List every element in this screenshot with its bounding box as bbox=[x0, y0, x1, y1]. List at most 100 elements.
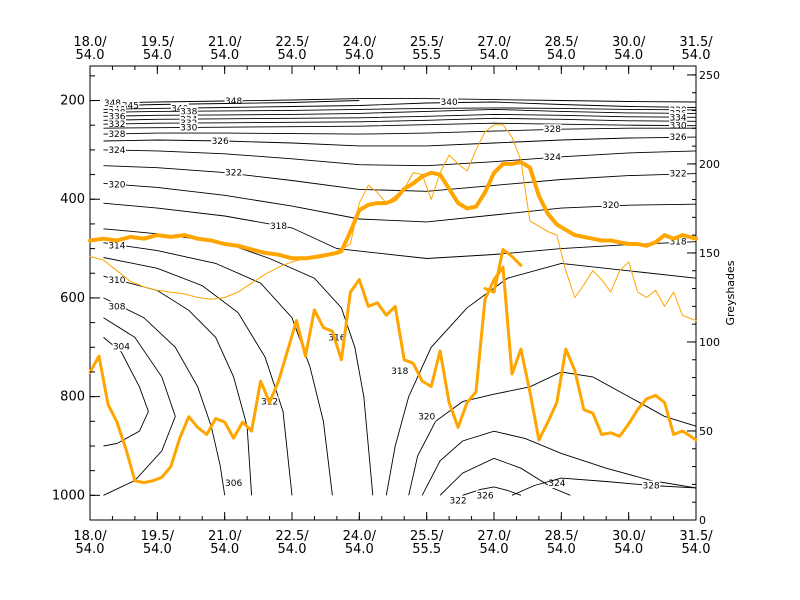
contour-line-324 bbox=[439, 457, 571, 496]
contour-label-bg bbox=[112, 341, 131, 352]
contour-label-bg bbox=[669, 132, 688, 143]
contour-label-340: 340 bbox=[441, 98, 458, 108]
x-tick-label-bottom-lon: 21.0/ bbox=[208, 529, 242, 544]
contour-label-320: 320 bbox=[418, 412, 435, 422]
x-tick-label-top-lon: 19.5/ bbox=[141, 35, 175, 50]
contour-line-308 bbox=[103, 297, 226, 496]
contour-label-316: 316 bbox=[328, 333, 345, 343]
x-tick-label-bottom-lon: 19.5/ bbox=[141, 529, 175, 544]
contour-label-bg bbox=[211, 136, 230, 147]
x-tick-label-bottom-lon: 31.5/ bbox=[679, 529, 713, 544]
contour-label-345: 345 bbox=[122, 101, 139, 111]
contour-line-318 bbox=[385, 262, 697, 496]
x-tick-label-bottom-lon: 25.5/ bbox=[410, 529, 444, 544]
contour-label-324: 324 bbox=[548, 479, 565, 489]
contour-label-318: 318 bbox=[669, 238, 686, 248]
x-tick-label-top-lat: 54.0 bbox=[143, 48, 172, 63]
contour-label-bg bbox=[669, 120, 688, 131]
contour-label-bg bbox=[390, 365, 409, 376]
contour-label-324: 324 bbox=[544, 153, 561, 163]
x-tick-label-bottom-lon: 28.5/ bbox=[545, 529, 579, 544]
x-tick-label-top-lat: 55.5 bbox=[412, 48, 441, 63]
contour-label-bg bbox=[121, 100, 140, 111]
contour-line-322 bbox=[421, 430, 697, 496]
contour-label-324: 324 bbox=[108, 146, 125, 156]
contour-label-328: 328 bbox=[108, 130, 125, 140]
x-tick-label-bottom-lat: 55.5 bbox=[412, 542, 441, 557]
y-right-tick-label: 200 bbox=[699, 158, 720, 171]
contour-label-330: 330 bbox=[180, 124, 197, 134]
x-tick-label-bottom-lat: 54.0 bbox=[345, 542, 374, 557]
contour-label-bg bbox=[224, 96, 243, 107]
contour-line-345 bbox=[116, 100, 360, 106]
contour-layer: 3483483453403403403383383383363363343343… bbox=[103, 96, 697, 506]
contour-label-bg bbox=[107, 111, 126, 122]
contour-line-312 bbox=[103, 257, 293, 496]
y-left-tick-label: 1000 bbox=[52, 488, 85, 503]
x-tick-label-bottom-lat: 54.0 bbox=[76, 542, 105, 557]
plot-frame bbox=[89, 65, 697, 521]
contour-label-bg bbox=[269, 220, 288, 231]
contour-label-bg bbox=[327, 332, 346, 343]
contour-label-bg bbox=[417, 411, 436, 422]
series-layer bbox=[88, 124, 698, 485]
contour-line-314 bbox=[103, 242, 333, 496]
contour-label-bg bbox=[107, 179, 126, 190]
x-tick-label-top-lon: 18.0/ bbox=[73, 35, 107, 50]
contour-label-322: 322 bbox=[225, 169, 242, 179]
x-tick-label-top-lon: 31.5/ bbox=[679, 35, 713, 50]
contour-label-332: 332 bbox=[108, 120, 125, 130]
contour-label-bg bbox=[669, 168, 688, 179]
contour-label-bg bbox=[224, 167, 243, 178]
x-tick-label-bottom-lat: 54.0 bbox=[614, 542, 643, 557]
contour-label-322: 322 bbox=[449, 496, 466, 506]
contour-label-bg bbox=[449, 495, 468, 506]
contour-line-328 bbox=[103, 127, 696, 135]
x-tick-label-bottom-lat: 54.0 bbox=[682, 542, 711, 557]
x-tick-label-bottom-lat: 54.0 bbox=[547, 542, 576, 557]
x-tick-label-top-lon: 30.0/ bbox=[612, 35, 646, 50]
x-tick-label-top-lat: 54.0 bbox=[480, 48, 509, 63]
axis-layer: 18.0/54.018.0/54.019.5/54.019.5/54.021.0… bbox=[52, 35, 720, 557]
y-right-tick-label: 50 bbox=[699, 425, 713, 438]
contour-label-326: 326 bbox=[212, 137, 229, 147]
x-tick-label-top-lat: 54.0 bbox=[345, 48, 374, 63]
x-tick-label-top-lat: 54.0 bbox=[614, 48, 643, 63]
contour-label-310: 310 bbox=[108, 276, 125, 286]
x-tick-label-top-lon: 27.0/ bbox=[477, 35, 511, 50]
contour-label-bg bbox=[107, 119, 126, 130]
contour-label-328: 328 bbox=[643, 481, 660, 491]
contour-label-328: 328 bbox=[544, 125, 561, 135]
contour-line-326 bbox=[103, 136, 697, 147]
contour-label-348: 348 bbox=[104, 99, 121, 109]
series-line-1 bbox=[88, 160, 698, 261]
contour-label-bg bbox=[179, 122, 198, 133]
contour-label-bg bbox=[103, 98, 122, 109]
contour-label-bg bbox=[107, 301, 126, 312]
x-tick-label-top-lon: 22.5/ bbox=[275, 35, 309, 50]
contour-label-308: 308 bbox=[108, 302, 125, 312]
contour-label-bg bbox=[642, 480, 661, 491]
x-tick-label-bottom-lat: 54.0 bbox=[143, 542, 172, 557]
contour-label-bg bbox=[107, 275, 126, 286]
contour-line-322 bbox=[103, 165, 697, 192]
contour-label-320: 320 bbox=[602, 201, 619, 211]
contour-label-314: 314 bbox=[108, 242, 125, 252]
y-right-tick-label: 250 bbox=[699, 69, 720, 82]
x-tick-label-top-lon: 21.0/ bbox=[208, 35, 242, 50]
contour-label-330: 330 bbox=[669, 122, 686, 132]
contour-line-316 bbox=[103, 228, 374, 496]
y-left-tick-label: 600 bbox=[60, 291, 85, 306]
right-axis-title: Greyshades bbox=[724, 260, 737, 325]
contour-label-348: 348 bbox=[225, 97, 242, 107]
contour-label-326: 326 bbox=[476, 491, 493, 501]
contour-label-bg bbox=[601, 200, 620, 211]
y-left-tick-label: 400 bbox=[60, 192, 85, 207]
x-tick-label-bottom-lat: 54.0 bbox=[480, 542, 509, 557]
contour-label-bg bbox=[476, 490, 495, 501]
contour-line-318 bbox=[103, 202, 697, 259]
x-tick-label-top-lon: 25.5/ bbox=[410, 35, 444, 50]
x-tick-label-bottom-lat: 54.0 bbox=[278, 542, 307, 557]
y-right-tick-label: 100 bbox=[699, 336, 720, 349]
contour-line-320 bbox=[103, 182, 697, 223]
